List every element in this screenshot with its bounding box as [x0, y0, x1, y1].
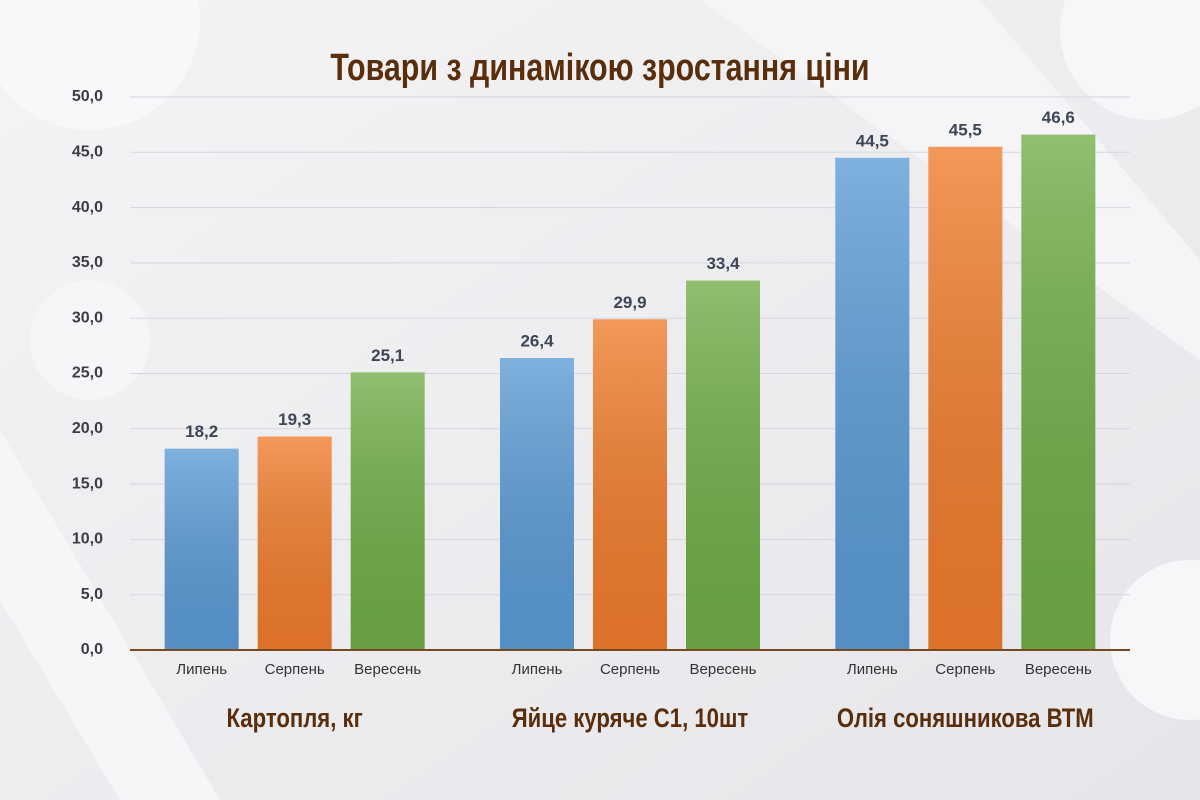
y-tick-label: 30,0 — [72, 309, 103, 326]
chart-title: Товари з динамікою зростання ціни — [330, 47, 869, 89]
y-tick-label: 50,0 — [72, 88, 103, 105]
bar — [257, 436, 332, 650]
bar — [928, 146, 1003, 650]
y-tick-label: 40,0 — [72, 199, 103, 216]
y-tick-label: 0,0 — [81, 641, 103, 658]
legend-label: Вересень — [690, 661, 757, 678]
value-label: 18,2 — [185, 422, 218, 441]
legend-label: Липень — [847, 661, 898, 678]
decor — [30, 280, 150, 400]
bar — [350, 372, 425, 650]
y-tick-label: 20,0 — [72, 420, 103, 437]
y-tick-label: 10,0 — [72, 531, 103, 548]
decor — [0, 430, 220, 800]
value-label: 29,9 — [613, 293, 646, 312]
legend-label: Серпень — [935, 661, 995, 678]
y-tick-label: 5,0 — [81, 586, 103, 603]
legend-label: Вересень — [354, 661, 421, 678]
group-label: Олія соняшникова ВТМ — [837, 704, 1094, 734]
y-tick-label: 25,0 — [72, 365, 103, 382]
bar — [686, 280, 760, 650]
decor — [1060, 0, 1200, 120]
decor — [1110, 560, 1200, 720]
bar — [1021, 134, 1096, 650]
bar — [164, 448, 239, 650]
value-label: 46,6 — [1042, 108, 1075, 127]
group-label: Картопля, кг — [227, 704, 363, 734]
value-label: 25,1 — [371, 346, 404, 365]
legend-label: Липень — [176, 661, 227, 678]
value-label: 19,3 — [278, 410, 311, 429]
y-tick-label: 35,0 — [72, 254, 103, 271]
value-label: 26,4 — [520, 332, 554, 351]
group-label: Яйце куряче С1, 10шт — [512, 704, 749, 734]
legend-label: Серпень — [265, 661, 325, 678]
value-label: 44,5 — [856, 131, 889, 150]
value-label: 33,4 — [706, 254, 740, 273]
legend-label: Серпень — [600, 661, 660, 678]
y-tick-label: 15,0 — [72, 475, 103, 492]
bar — [500, 358, 574, 650]
legend-label: Липень — [512, 661, 563, 678]
bar — [835, 157, 910, 650]
bar — [593, 319, 667, 650]
y-tick-label: 45,0 — [72, 144, 103, 161]
legend-label: Вересень — [1025, 661, 1092, 678]
value-label: 45,5 — [949, 120, 982, 139]
